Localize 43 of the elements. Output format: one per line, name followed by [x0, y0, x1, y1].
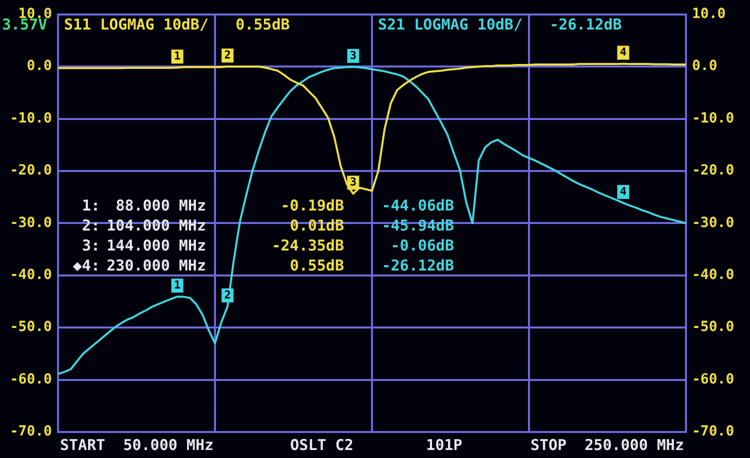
annotation: 1:: [82, 196, 100, 214]
text: START 50.000 MHz: [60, 436, 214, 454]
annotation: -26.12dB: [382, 256, 454, 274]
annotation: ◆4:: [72, 256, 100, 274]
y-tick-label: -50.0: [10, 319, 52, 336]
annotation: -44.06dB: [382, 196, 454, 214]
annotation: -24.35dB: [272, 236, 344, 254]
y2-tick-label: 10.0: [692, 6, 726, 22]
y2-tick-label: -40.0: [692, 267, 734, 284]
y-tick-label: 0.0: [26, 58, 52, 74]
text: OSLT C2: [290, 436, 354, 454]
y-tick-label: -30.0: [10, 214, 52, 231]
annotation: 3: [350, 48, 356, 62]
annotation: 0.55dB: [290, 256, 344, 274]
y2-tick-label: -30.0: [692, 214, 734, 231]
annotation: 88.000 MHz: [116, 196, 206, 214]
annotation: 144.000 MHz: [106, 236, 206, 254]
y-tick-label: -40.0: [10, 267, 52, 284]
text: S21 LOGMAG 10dB/ -26.12dB: [378, 15, 622, 34]
annotation: 2: [224, 48, 231, 62]
y2-tick-label: -70.0: [692, 424, 734, 440]
annotation: 4: [620, 184, 627, 198]
y-tick-label: -20.0: [10, 162, 52, 179]
y2-tick-label: -10.0: [692, 110, 734, 126]
annotation: 2: [224, 288, 231, 302]
y2-tick-label: 0.0: [692, 58, 718, 74]
y2-tick-label: -50.0: [692, 319, 734, 336]
text: 101P: [426, 436, 462, 454]
annotation: 230.000 MHz: [106, 256, 206, 274]
annotation: 3:: [82, 236, 100, 254]
y-tick-label: -70.0: [10, 424, 52, 440]
text: S11 LOGMAG 10dB/ 0.55dB: [64, 15, 290, 34]
annotation: -0.06dB: [390, 236, 454, 254]
text: STOP 250.000 MHz: [530, 436, 684, 454]
annotation: -0.19dB: [280, 196, 344, 214]
annotation: 3: [350, 176, 356, 189]
annotation: 1: [174, 278, 182, 292]
y-tick-label: -10.0: [10, 110, 52, 126]
annotation: 4: [620, 46, 627, 59]
annotation: 1: [174, 49, 182, 62]
y-tick-label: -60.0: [10, 371, 52, 388]
y2-tick-label: -60.0: [692, 371, 734, 388]
y2-tick-label: -20.0: [692, 162, 734, 179]
